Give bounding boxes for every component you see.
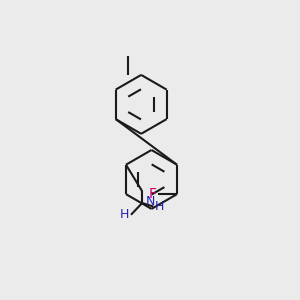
- Text: N: N: [146, 195, 155, 208]
- Text: H: H: [155, 200, 164, 213]
- Text: F: F: [148, 187, 156, 201]
- Text: H: H: [120, 208, 130, 221]
